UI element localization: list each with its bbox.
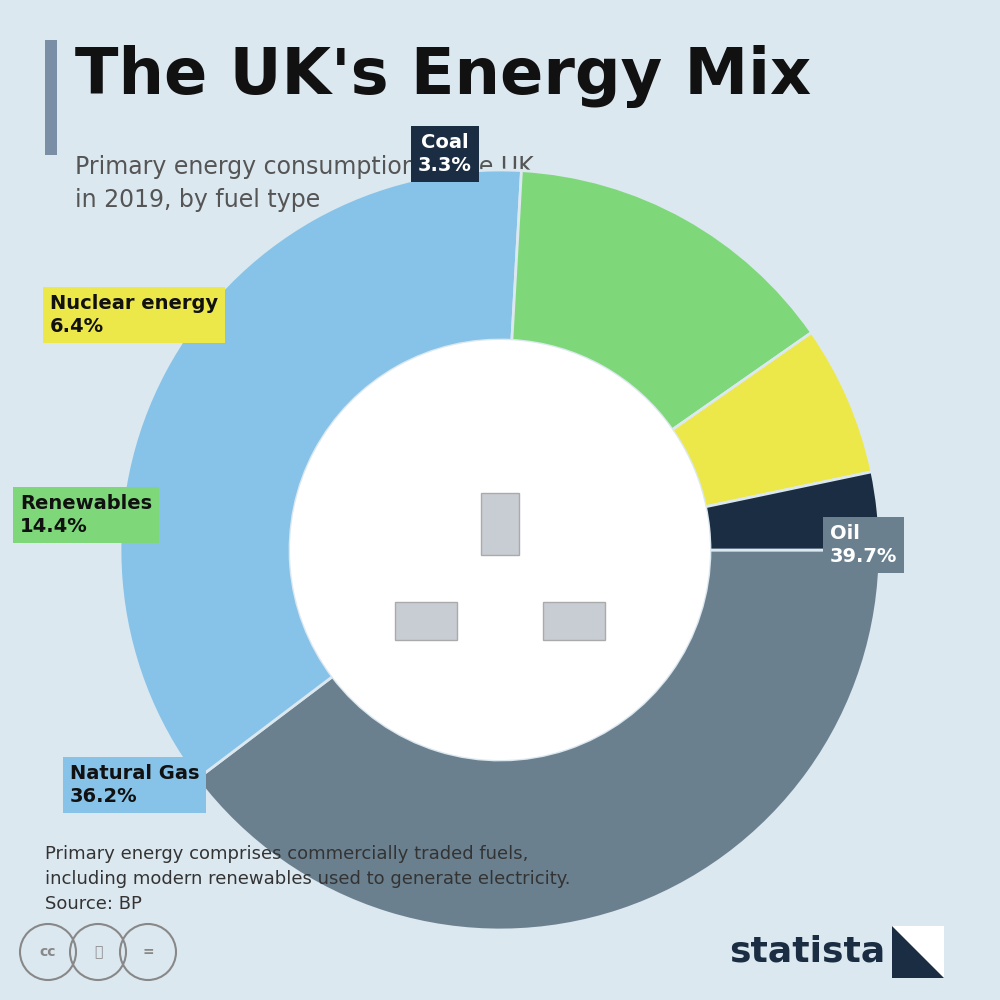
Text: ⓘ: ⓘ (94, 945, 102, 959)
Text: including modern renewables used to generate electricity.: including modern renewables used to gene… (45, 870, 570, 888)
FancyBboxPatch shape (892, 926, 944, 978)
FancyBboxPatch shape (395, 602, 457, 640)
FancyBboxPatch shape (481, 493, 519, 555)
Wedge shape (512, 171, 812, 430)
Text: Primary energy consumption of the UK
in 2019, by fuel type: Primary energy consumption of the UK in … (75, 155, 534, 213)
Wedge shape (706, 472, 880, 550)
Wedge shape (197, 550, 880, 930)
Text: Source: BP: Source: BP (45, 895, 142, 913)
Text: Coal
3.3%: Coal 3.3% (418, 132, 472, 175)
FancyBboxPatch shape (543, 602, 605, 640)
Text: The UK's Energy Mix: The UK's Energy Mix (75, 45, 811, 108)
Text: Natural Gas
36.2%: Natural Gas 36.2% (70, 764, 200, 806)
Text: cc: cc (40, 945, 56, 959)
Circle shape (290, 340, 710, 760)
Wedge shape (672, 332, 872, 507)
Text: =: = (142, 945, 154, 959)
Text: Primary energy comprises commercially traded fuels,: Primary energy comprises commercially tr… (45, 845, 528, 863)
Text: Renewables
14.4%: Renewables 14.4% (20, 494, 152, 536)
Text: statista: statista (729, 935, 885, 969)
Text: Oil
39.7%: Oil 39.7% (830, 524, 897, 566)
FancyBboxPatch shape (45, 40, 57, 155)
Text: Nuclear energy
6.4%: Nuclear energy 6.4% (50, 294, 218, 336)
Polygon shape (892, 926, 944, 978)
Wedge shape (120, 170, 521, 779)
